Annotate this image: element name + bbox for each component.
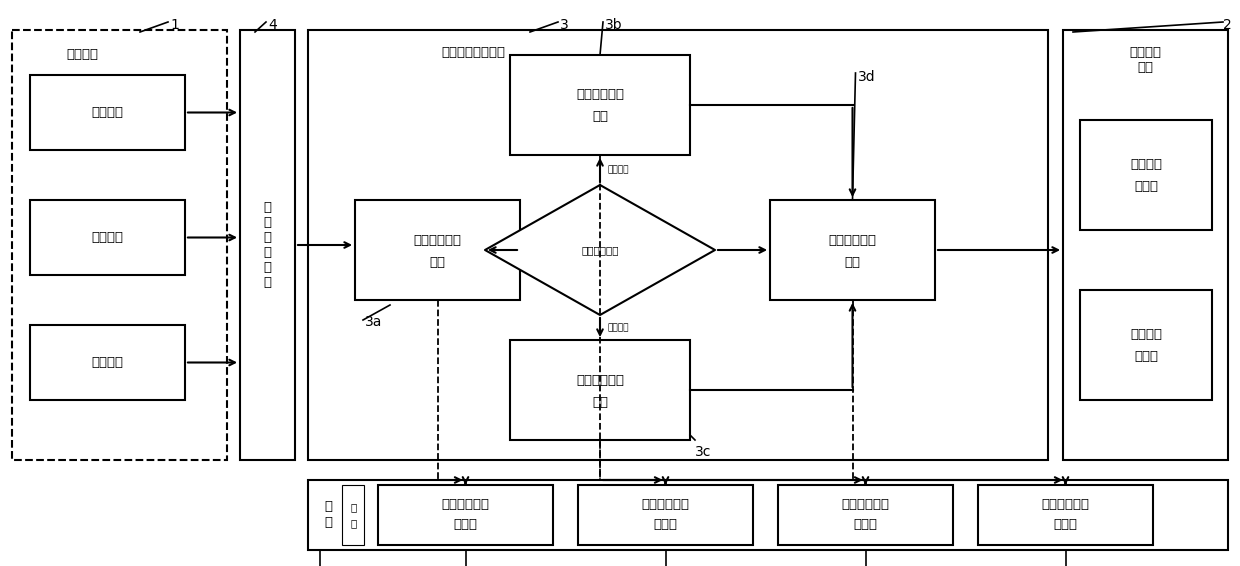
Text: 报警数据控制: 报警数据控制: [577, 88, 624, 101]
Bar: [978, 485, 1153, 545]
Text: 3b: 3b: [605, 18, 622, 32]
Text: 2: 2: [1223, 18, 1231, 32]
Bar: [1080, 120, 1211, 230]
Text: 标记库: 标记库: [454, 518, 477, 531]
Bar: [342, 485, 365, 545]
Text: 智慧路灯: 智慧路灯: [92, 231, 124, 244]
Bar: [12, 30, 227, 460]
Text: 数据质量控制模块: 数据质量控制模块: [441, 45, 505, 58]
Text: 报警数据: 报警数据: [608, 165, 629, 174]
Text: 3a: 3a: [365, 315, 382, 329]
Text: 标记库: 标记库: [1054, 518, 1078, 531]
Text: 数
据
集
中
模
块: 数 据 集 中 模 块: [263, 201, 272, 289]
Text: 数据类型判断: 数据类型判断: [582, 245, 619, 255]
Text: 数据频率控制: 数据频率控制: [413, 234, 461, 247]
Text: 智慧路灯: 智慧路灯: [92, 106, 124, 119]
Text: 报警数据异常: 报警数据异常: [641, 499, 689, 512]
Polygon shape: [485, 185, 715, 315]
Text: 模块: 模块: [844, 255, 861, 268]
Text: 明数据: 明数据: [1135, 350, 1158, 363]
Text: 数据总量异常: 数据总量异常: [1042, 499, 1090, 512]
Text: 3: 3: [560, 18, 569, 32]
Text: 照度数据控制: 照度数据控制: [577, 374, 624, 387]
Bar: [308, 480, 1228, 550]
Text: 标记库: 标记库: [653, 518, 677, 531]
Bar: [495, 50, 706, 448]
Text: 据: 据: [351, 518, 357, 528]
Text: 3d: 3d: [858, 70, 875, 84]
Text: 4: 4: [268, 18, 277, 32]
Text: 模块: 模块: [591, 396, 608, 409]
Bar: [510, 340, 689, 440]
Text: 结构化照: 结构化照: [1130, 328, 1162, 341]
Bar: [30, 75, 185, 150]
Bar: [355, 200, 520, 300]
Text: 数据频率异常: 数据频率异常: [441, 499, 490, 512]
Text: 明数据: 明数据: [1135, 181, 1158, 194]
Text: 1: 1: [170, 18, 179, 32]
Bar: [1080, 290, 1211, 400]
Bar: [1063, 30, 1228, 460]
Text: 智慧路灯: 智慧路灯: [92, 356, 124, 369]
Bar: [378, 485, 553, 545]
Text: 3c: 3c: [694, 445, 712, 459]
Bar: [241, 30, 295, 460]
Text: 模块: 模块: [429, 255, 445, 268]
Text: 数据总量控制: 数据总量控制: [828, 234, 877, 247]
Bar: [510, 55, 689, 155]
Text: 标记库: 标记库: [853, 518, 878, 531]
Text: 照度数据异常: 照度数据异常: [842, 499, 889, 512]
Text: 照度数据: 照度数据: [608, 323, 629, 332]
Bar: [777, 485, 954, 545]
Text: 数据采集: 数据采集: [66, 49, 98, 62]
Bar: [30, 325, 185, 400]
Bar: [30, 200, 185, 275]
Bar: [578, 485, 753, 545]
Text: 模块: 模块: [591, 110, 608, 123]
Text: 数据存储
机构: 数据存储 机构: [1130, 46, 1162, 74]
Text: 数: 数: [351, 502, 357, 512]
Text: 标: 标: [324, 500, 332, 513]
Text: 记: 记: [324, 517, 332, 530]
Text: 结构化照: 结构化照: [1130, 158, 1162, 171]
Bar: [308, 30, 1048, 460]
Bar: [770, 200, 935, 300]
